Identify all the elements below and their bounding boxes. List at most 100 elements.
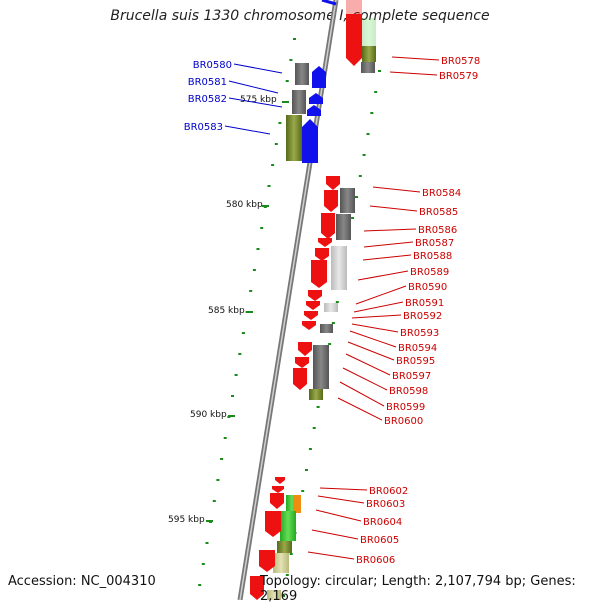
gene-labels: BR0580 BR0581 BR0582 BR0583 BR0578 BR0579 BR05… [184,56,481,566]
scale-tick-580 [262,205,269,207]
gene-label-br0597[interactable]: BR0597 [392,371,431,382]
gene-label-br0578[interactable]: BR0578 [441,56,480,67]
gene-label-br0588[interactable]: BR0588 [413,251,452,262]
gene-label-br0589[interactable]: BR0589 [410,267,449,278]
tick-dot [278,122,282,124]
scale-label-580: 580 kbp [226,200,263,210]
reverse-leader-line [363,241,414,248]
feature-box [293,495,301,513]
tick-dot [378,70,381,72]
gene-label-br0583[interactable]: BR0583 [184,122,223,133]
tick-dot [252,269,256,271]
feature-box [362,18,376,46]
label-leaders [224,56,440,560]
tick-dot [267,185,271,187]
gene-label-br0584[interactable]: BR0584 [422,188,461,199]
feature-box [340,188,355,213]
feature-box [286,115,302,161]
gene-label-br0605[interactable]: BR0605 [360,535,399,546]
tick-dot [249,290,253,292]
reverse-leader-line [347,341,395,361]
reverse-leader-line [369,205,418,212]
tick-dot [331,322,335,324]
tick-dot [205,542,209,544]
feature-box [292,90,306,114]
gene-arrow-reverse [315,248,329,261]
tick-dot [285,80,289,82]
gene-label-br0606[interactable]: BR0606 [356,555,395,566]
scale-label-595: 595 kbp [168,515,205,525]
gene-arrow-reverse [324,190,338,212]
gene-label-br0591[interactable]: BR0591 [405,298,444,309]
tick-dot [271,164,275,166]
feature-box [361,62,375,73]
gene-label-br0593[interactable]: BR0593 [400,328,439,339]
forward-leader-line [228,80,279,94]
gene-arrow-reverse [298,342,312,356]
gene-arrow-reverse [275,477,285,484]
gene-arrow-reverse [272,486,284,493]
feature-box [309,389,323,400]
reverse-leader-line [349,330,397,348]
gene-arrow-reverse [321,213,335,239]
gene-label-br0592[interactable]: BR0592 [403,311,442,322]
tick-dot [293,38,296,40]
scale-label-585: 585 kbp [208,306,245,316]
reverse-leader-line [389,71,438,76]
reverse-leader-line [342,367,388,391]
gene-label-br0599[interactable]: BR0599 [386,402,425,413]
gene-label-br0587[interactable]: BR0587 [415,238,454,249]
gene-arrow-reverse [308,290,322,301]
feature-box [313,345,329,389]
feature-box [336,214,351,240]
gene-arrow-reverse [270,493,284,509]
gene-label-br0602[interactable]: BR0602 [369,486,408,497]
tick-dot [256,248,260,250]
map-title: Brucella suis 1330 chromosome I, complet… [110,8,490,24]
tick-dot [335,301,339,303]
gene-label-br0594[interactable]: BR0594 [398,343,437,354]
gene-arrow-reverse [311,260,327,288]
reverse-leader-line [317,495,365,504]
gene-label-br0600[interactable]: BR0600 [384,416,423,427]
gene-label-br0590[interactable]: BR0590 [408,282,447,293]
reverse-leader-line [345,353,391,376]
tick-dot [216,479,220,481]
reverse-leader-line [351,323,399,333]
accession-text: Accession: NC_004310 [8,574,156,589]
feature-box [273,553,289,573]
tick-dot [260,227,264,229]
reverse-leader-line [339,381,385,407]
tick-dot [234,374,238,376]
gene-label-br0598[interactable]: BR0598 [389,386,428,397]
gene-label-br0579[interactable]: BR0579 [439,71,478,82]
gene-label-br0595[interactable]: BR0595 [396,356,435,367]
tick-dot [305,469,308,471]
tick-dot [212,500,216,502]
reverse-leader-line [357,270,409,281]
gene-label-br0603[interactable]: BR0603 [366,499,405,510]
gene-label-br0580[interactable]: BR0580 [193,60,232,71]
gene-label-br0604[interactable]: BR0604 [363,517,402,528]
gene-label-br0586[interactable]: BR0586 [418,225,457,236]
tick-dot [316,406,320,408]
tick-dot [351,217,355,219]
gene-label-br0582[interactable]: BR0582 [188,94,227,105]
gene-label-br0585[interactable]: BR0585 [419,207,458,218]
reverse-leader-line [307,551,355,560]
scale-tick-585 [246,311,253,313]
feature-box [280,511,296,541]
gene-arrow-reverse [250,576,264,600]
tick-dot [355,196,358,198]
tick-dot [301,490,305,492]
tick-dot [274,143,278,145]
gene-label-br0581[interactable]: BR0581 [188,77,227,88]
tick-dot [241,332,245,334]
tick-dot [231,395,234,397]
tick-dot [312,427,316,429]
reverse-leader-line [372,186,421,193]
tick-dot [223,437,227,439]
tick-dot [289,59,293,61]
tick-dot [328,343,332,345]
